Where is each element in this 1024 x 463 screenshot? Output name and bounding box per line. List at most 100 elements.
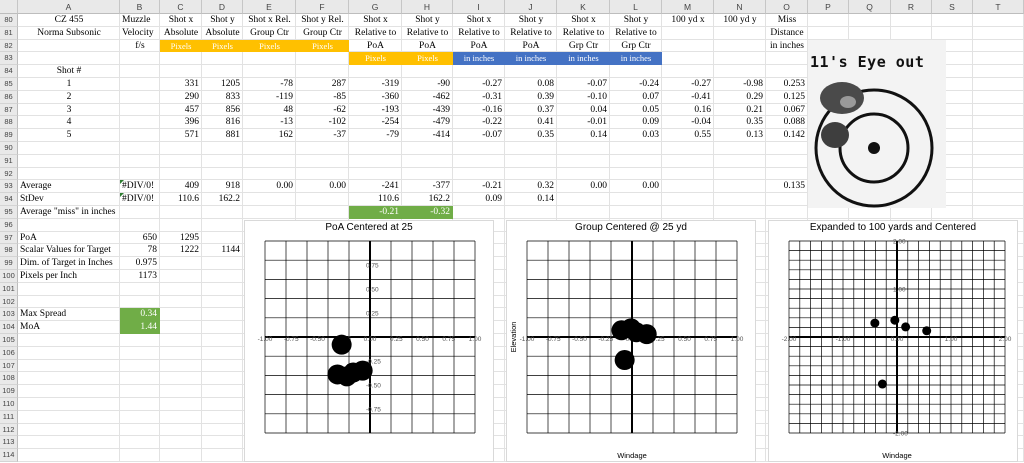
row-header-103[interactable]: 103 — [0, 308, 18, 322]
cell-k81[interactable]: Relative to — [562, 27, 605, 38]
column-header-t[interactable]: T — [973, 0, 1024, 14]
chart-group-centered[interactable]: Group Centered @ 25 yd -1.00 -0.75 -0.50 -0… — [506, 220, 756, 462]
column-header-r[interactable]: R — [891, 0, 932, 14]
cell[interactable]: 0.32 — [537, 181, 554, 192]
cell[interactable]: 0.00 — [276, 181, 293, 192]
column-header-h[interactable]: H — [402, 0, 453, 14]
shot-cell[interactable]: 0.067 — [783, 104, 805, 115]
cell-g81[interactable]: Relative to — [354, 27, 397, 38]
shot-cell[interactable]: 0.142 — [783, 130, 805, 141]
cell[interactable]: 110.6 — [177, 194, 199, 205]
shot-cell[interactable]: 0.35 — [746, 117, 763, 128]
row-header-83[interactable]: 83 — [0, 52, 18, 66]
cell-a103[interactable]: Max Spread — [20, 309, 67, 320]
error-indicator[interactable] — [120, 193, 124, 198]
row-header-100[interactable]: 100 — [0, 270, 18, 283]
cell[interactable]: 0.00 — [329, 181, 346, 192]
cell-j80[interactable]: Shot y — [518, 15, 544, 25]
shot-cell[interactable]: -0.10 — [587, 91, 607, 102]
row-header-81[interactable]: 81 — [0, 26, 18, 40]
cell-m80[interactable]: 100 yd x — [671, 15, 705, 25]
error-indicator[interactable] — [120, 180, 124, 185]
cell[interactable]: 1295 — [180, 232, 199, 243]
chart-point[interactable] — [877, 379, 887, 389]
row-header-99[interactable]: 99 — [0, 257, 18, 270]
cell-k82[interactable]: Grp Ctr — [568, 40, 599, 51]
shot-cell[interactable]: -102 — [328, 117, 346, 128]
shot-cell[interactable]: 0.09 — [642, 117, 659, 128]
cell[interactable]: 162.2 — [218, 194, 240, 205]
cell[interactable]: 0.00 — [590, 181, 607, 192]
shot-cell[interactable]: -78 — [280, 79, 293, 89]
shot-cell[interactable]: 0.35 — [537, 130, 554, 141]
cell-b94[interactable]: #DIV/0! — [122, 194, 155, 205]
cell-l83[interactable]: in inches — [610, 52, 662, 66]
chart-point[interactable] — [922, 326, 932, 336]
cell-e80[interactable]: Shot x Rel. — [248, 15, 291, 25]
shot-cell[interactable]: 0.03 — [642, 130, 659, 141]
shot-cell[interactable]: -414 — [432, 130, 450, 141]
chart-point[interactable] — [636, 324, 657, 345]
shot-cell[interactable]: 287 — [331, 79, 346, 89]
cell-h80[interactable]: Shot y — [415, 15, 440, 25]
shot-cell[interactable]: -0.27 — [482, 79, 502, 89]
cell-a95[interactable]: Average "miss" in inches — [20, 207, 116, 217]
shot-cell[interactable]: 457 — [184, 104, 199, 115]
cell-d80[interactable]: Shot y — [210, 15, 235, 25]
shot-cell[interactable]: 0.37 — [537, 104, 554, 115]
shot-cell[interactable]: 0.16 — [694, 104, 711, 115]
row-header-96[interactable]: 96 — [0, 218, 18, 232]
row-header-90[interactable]: 90 — [0, 142, 18, 155]
shot-cell[interactable]: 0.04 — [590, 104, 607, 115]
row-header-114[interactable]: 114 — [0, 449, 18, 462]
row-header-112[interactable]: 112 — [0, 423, 18, 437]
cell-l80[interactable]: Shot y — [623, 15, 649, 25]
row-header-110[interactable]: 110 — [0, 398, 18, 411]
cell[interactable]: 409 — [184, 181, 199, 192]
column-header-f[interactable]: F — [296, 0, 349, 14]
column-header-n[interactable]: N — [714, 0, 766, 14]
cell-a93[interactable]: Average — [20, 181, 52, 192]
row-header-80[interactable]: 80 — [0, 14, 18, 27]
shot-cell[interactable]: -0.41 — [691, 91, 711, 102]
cell-f82[interactable]: Pixels — [296, 39, 349, 53]
cell[interactable]: 918 — [225, 181, 240, 192]
shot-cell[interactable]: -439 — [432, 104, 450, 115]
shot-cell[interactable]: -85 — [333, 91, 346, 102]
shot-cell[interactable]: -0.04 — [691, 117, 711, 128]
shot-cell[interactable]: -90 — [437, 79, 450, 89]
shot-cell[interactable]: 881 — [225, 130, 240, 141]
cell-a100[interactable]: Pixels per Inch — [20, 271, 77, 281]
cell-i80[interactable]: Shot x — [466, 15, 492, 25]
chart-point[interactable] — [336, 366, 357, 387]
row-header-105[interactable]: 105 — [0, 334, 18, 347]
cell-b82[interactable]: f/s — [135, 40, 145, 51]
cell-a84[interactable]: Shot # — [56, 66, 82, 77]
shot-cell[interactable]: 0.14 — [590, 130, 607, 141]
row-header-108[interactable]: 108 — [0, 372, 18, 386]
row-header-101[interactable]: 101 — [0, 282, 18, 296]
chart-point[interactable] — [620, 318, 641, 339]
shot-cell[interactable]: 0.29 — [746, 91, 763, 102]
shot-cell[interactable]: -0.07 — [482, 130, 502, 141]
row-header-111[interactable]: 111 — [0, 410, 18, 424]
cell-g95[interactable]: -0.21 — [349, 206, 402, 219]
shot-cell[interactable]: -0.01 — [587, 117, 607, 128]
cell[interactable]: 1144 — [221, 245, 240, 256]
cell[interactable]: 0.975 — [135, 258, 157, 269]
cell-b104[interactable]: 1.44 — [120, 321, 160, 334]
shot-cell[interactable]: 0.088 — [783, 117, 805, 128]
cell-g83[interactable]: Pixels — [349, 52, 402, 66]
select-all-corner[interactable] — [0, 0, 18, 14]
cell-g80[interactable]: Shot x — [363, 15, 388, 25]
row-header-85[interactable]: 85 — [0, 78, 18, 91]
cell-b103[interactable]: 0.34 — [120, 308, 160, 322]
cell-b81[interactable]: Velocity — [122, 27, 154, 38]
cell-c81[interactable]: Absolute — [163, 27, 199, 38]
cell-h83[interactable]: Pixels — [402, 52, 453, 66]
column-header-p[interactable]: P — [808, 0, 849, 14]
column-header-c[interactable]: C — [160, 0, 202, 14]
shot-cell[interactable]: 0.41 — [537, 117, 554, 128]
row-header-104[interactable]: 104 — [0, 321, 18, 334]
shot-cell[interactable]: 0.125 — [783, 91, 805, 102]
